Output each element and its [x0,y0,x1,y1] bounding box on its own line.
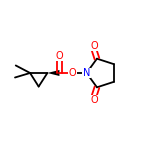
Text: O: O [91,95,98,105]
Text: O: O [91,41,98,51]
Text: N: N [83,68,90,78]
Text: O: O [56,51,63,61]
Polygon shape [47,70,59,76]
Text: O: O [68,68,76,78]
